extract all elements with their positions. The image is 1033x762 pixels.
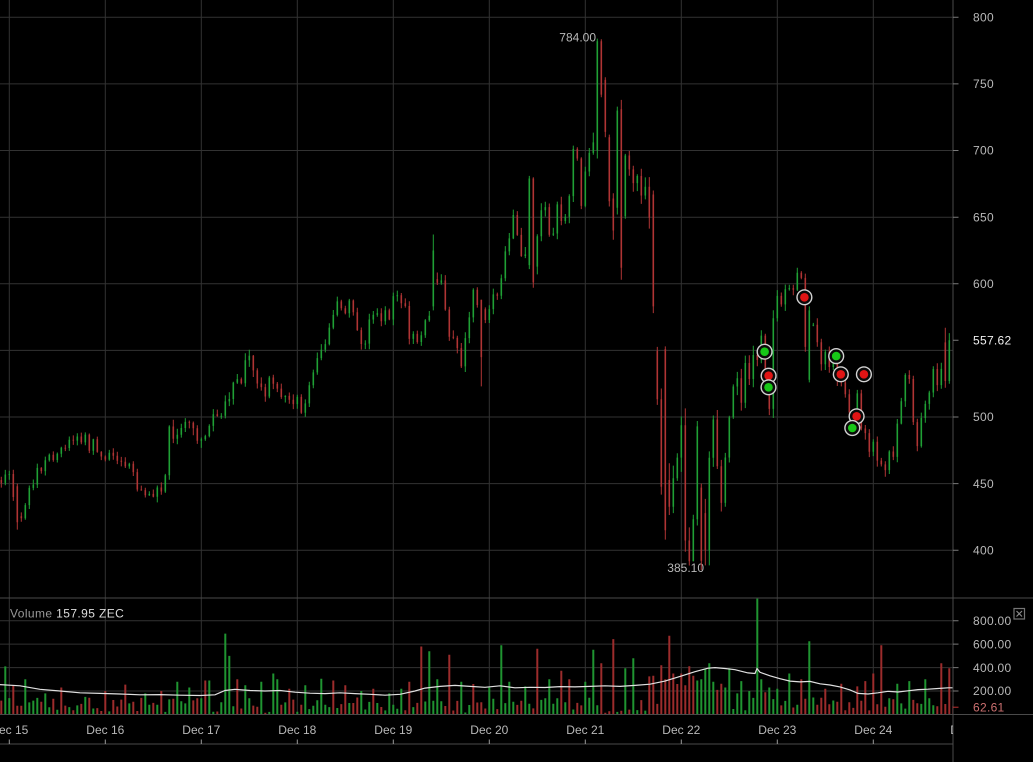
svg-text:Dec 16: Dec 16 — [86, 723, 124, 737]
svg-text:600.00: 600.00 — [973, 637, 1012, 651]
svg-text:557.62: 557.62 — [973, 333, 1012, 347]
svg-text:400: 400 — [973, 544, 994, 558]
svg-text:800: 800 — [973, 11, 994, 25]
svg-text:Dec 23: Dec 23 — [758, 723, 796, 737]
svg-text:400.00: 400.00 — [973, 661, 1012, 675]
svg-text:Dec 22: Dec 22 — [662, 723, 700, 737]
svg-text:Dec 21: Dec 21 — [566, 723, 604, 737]
svg-text:Dec 17: Dec 17 — [182, 723, 220, 737]
svg-text:650: 650 — [973, 210, 994, 224]
svg-text:Volume 157.95 ZEC: Volume 157.95 ZEC — [10, 607, 124, 621]
svg-text:700: 700 — [973, 144, 994, 158]
svg-text:800.00: 800.00 — [973, 614, 1012, 628]
svg-text:600: 600 — [973, 277, 994, 291]
svg-text:Dec 15: Dec 15 — [0, 723, 29, 737]
svg-text:385.10: 385.10 — [667, 561, 704, 575]
svg-text:200.00: 200.00 — [973, 684, 1012, 698]
svg-text:450: 450 — [973, 477, 994, 491]
svg-text:Dec 18: Dec 18 — [278, 723, 316, 737]
svg-text:500: 500 — [973, 410, 994, 424]
svg-text:Dec 19: Dec 19 — [374, 723, 412, 737]
svg-text:Dec 20: Dec 20 — [470, 723, 508, 737]
svg-text:62.61: 62.61 — [973, 700, 1005, 714]
svg-text:Dec 24: Dec 24 — [854, 723, 892, 737]
svg-text:Dec 25: Dec 25 — [950, 723, 988, 737]
svg-text:750: 750 — [973, 77, 994, 91]
svg-text:784.00: 784.00 — [559, 31, 596, 45]
